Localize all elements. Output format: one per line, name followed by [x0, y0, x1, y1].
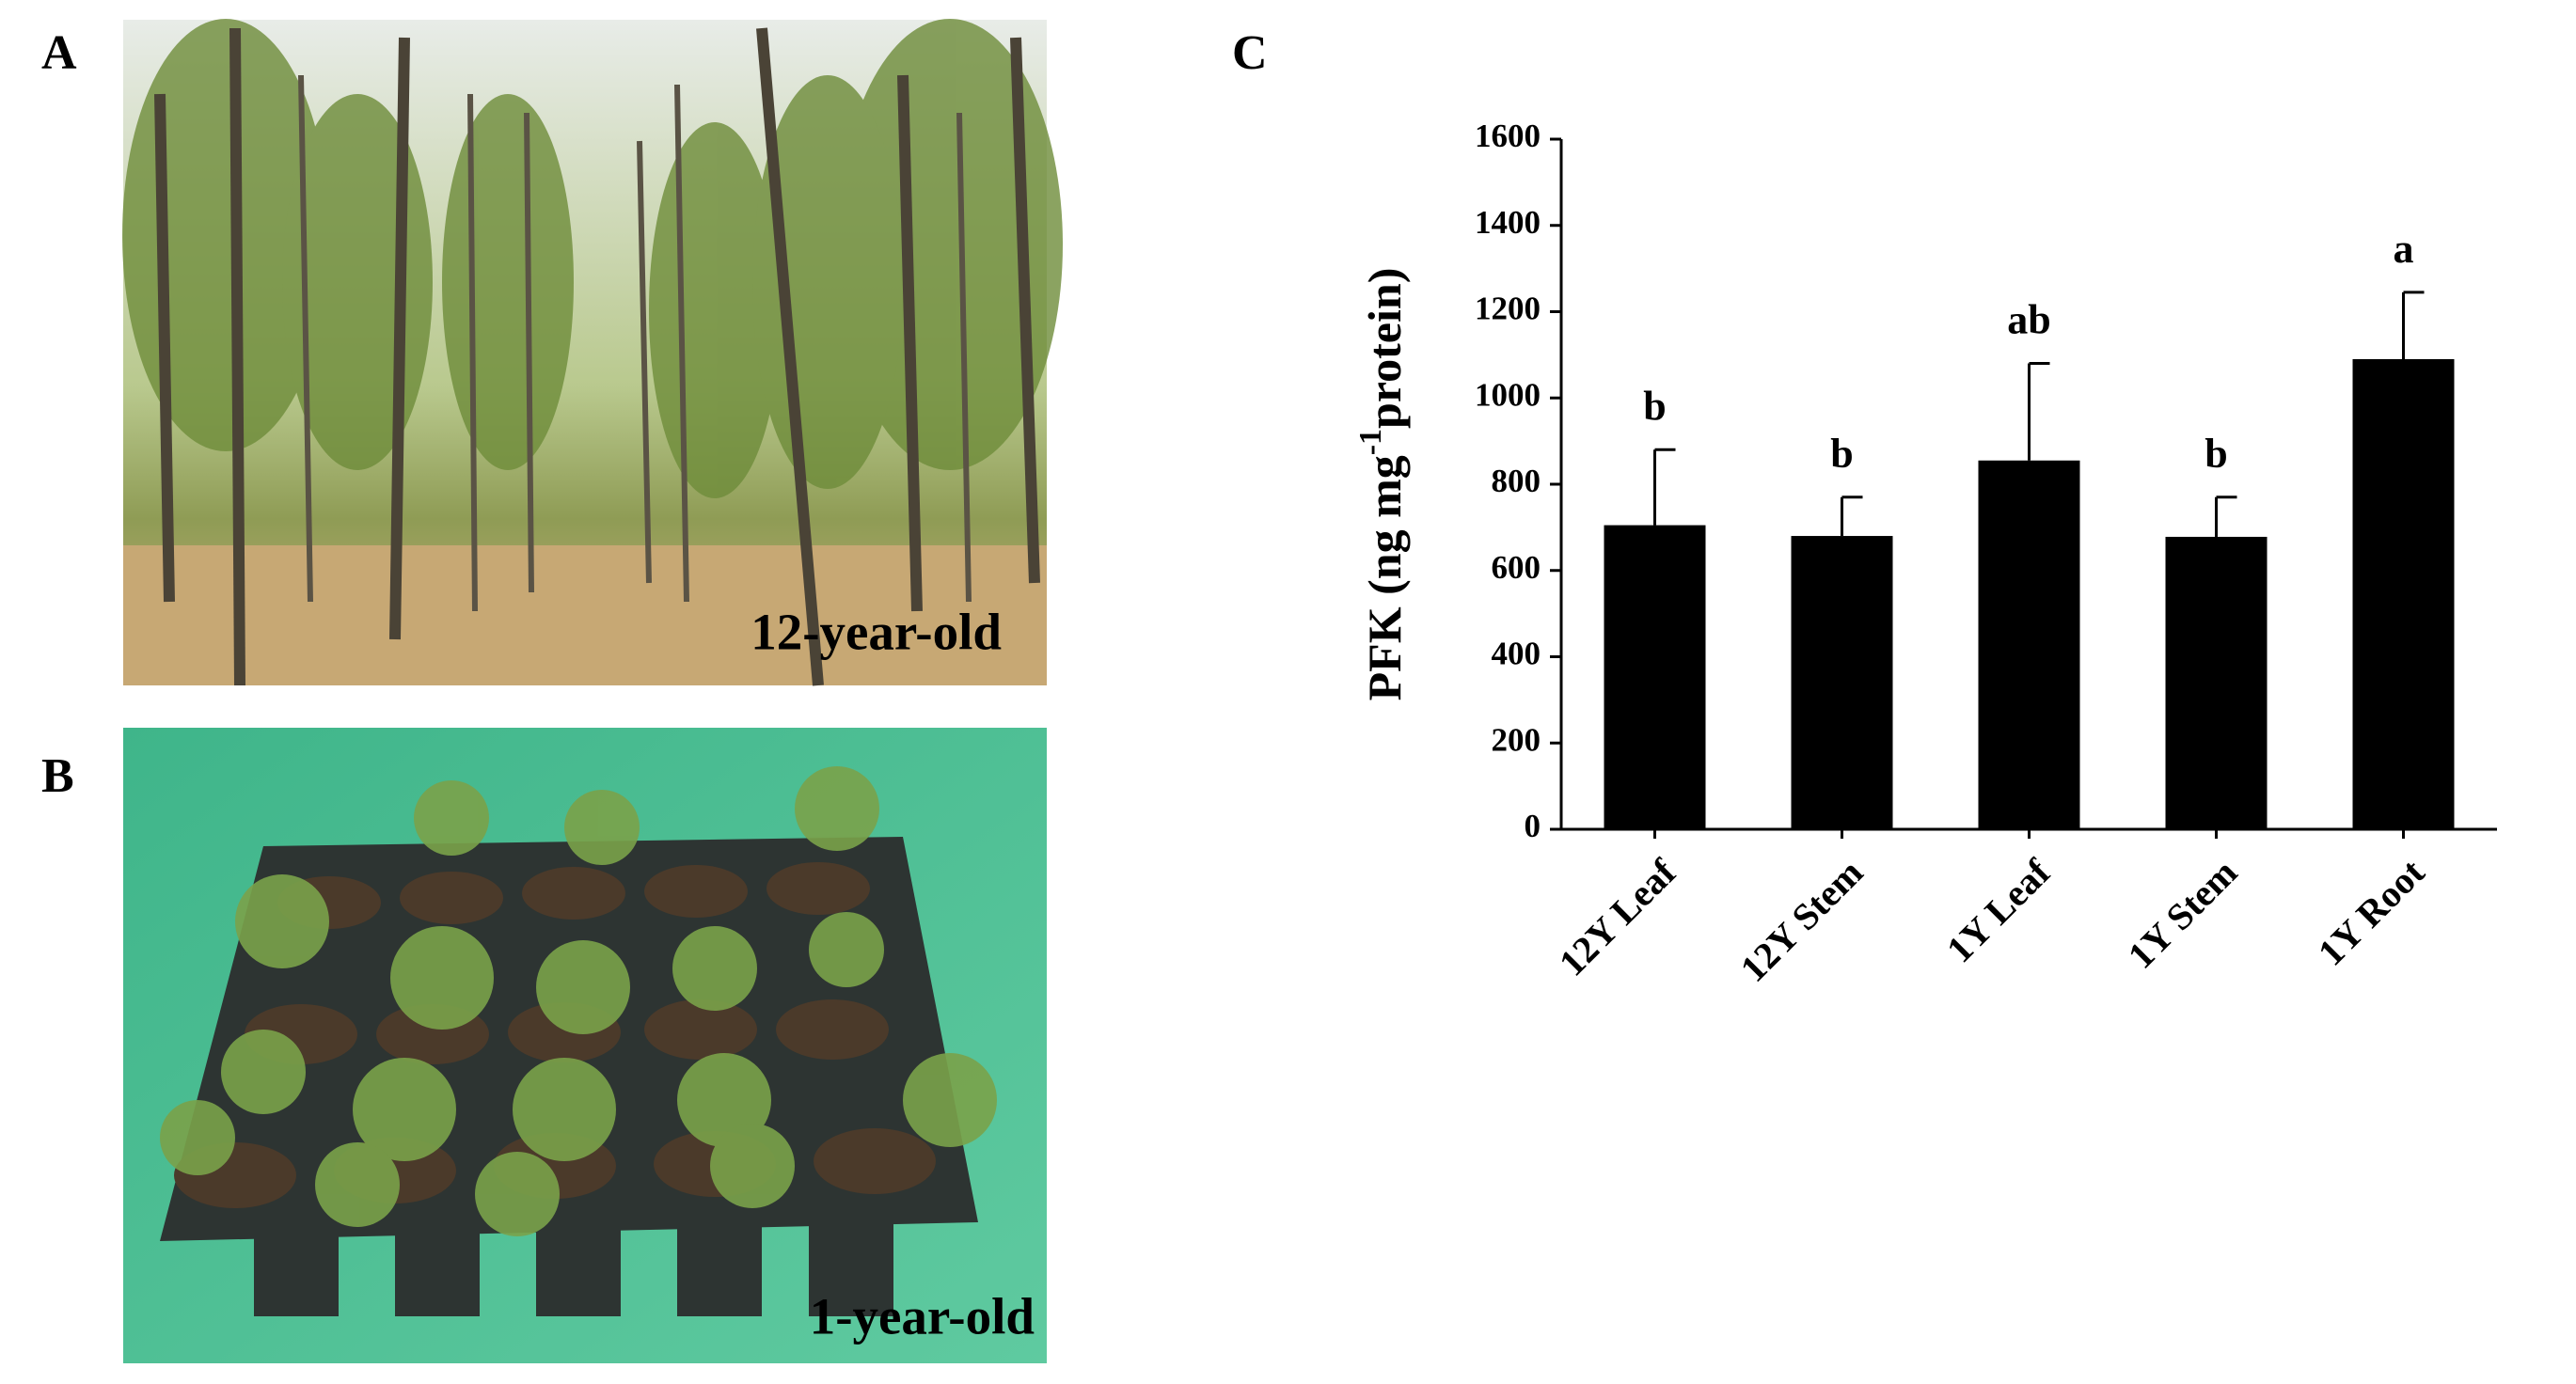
panel-label: B: [41, 749, 74, 803]
photo-forest: [122, 19, 1063, 686]
y-tick-label: 200: [1492, 721, 1541, 758]
x-tick-label: 12Y Leaf: [1551, 851, 1684, 984]
y-tick-label: 0: [1525, 808, 1541, 844]
panel-label: A: [41, 26, 77, 80]
y-tick-label: 600: [1492, 549, 1541, 586]
y-tick-label: 1400: [1475, 204, 1541, 241]
significance-letter: b: [1830, 431, 1853, 477]
bar: [1978, 460, 2080, 829]
y-axis-label-part: -1: [1353, 429, 1388, 455]
bar: [2165, 536, 2268, 829]
bar: [1604, 525, 1706, 829]
y-axis-label: PFK (ng mg-1protein): [1353, 268, 1412, 701]
photo-caption: 12-year-old: [751, 604, 1002, 661]
y-tick-label: 800: [1492, 463, 1541, 499]
significance-letter: b: [1643, 383, 1666, 429]
x-tick-label: 1Y Stem: [2120, 851, 2246, 977]
y-axis-label-part: PFK (ng mg: [1358, 455, 1411, 700]
x-tick-label: 1Y Leaf: [1938, 851, 2059, 971]
photo-seedlings: [123, 728, 1047, 1363]
significance-letter: a: [2394, 226, 2414, 272]
bar: [2352, 358, 2455, 829]
x-tick-label: 1Y Root: [2310, 851, 2433, 974]
bar: [1791, 536, 1893, 829]
x-tick-label: 12Y Stem: [1732, 851, 1872, 990]
significance-letter: b: [2205, 431, 2227, 477]
y-axis-label-part: protein): [1358, 268, 1411, 429]
y-tick-label: 1000: [1475, 376, 1541, 413]
panel-label: C: [1232, 26, 1268, 80]
bar-chart: 0 200 400 600 800 1000 1200 1400 1600 PFK (ng mg-…: [1353, 118, 2497, 990]
significance-letter: ab: [2007, 297, 2050, 343]
y-tick-label: 1200: [1475, 291, 1541, 327]
y-tick-label: 1600: [1475, 118, 1541, 154]
y-tick-label: 400: [1492, 636, 1541, 672]
photo-caption: 1-year-old: [810, 1288, 1035, 1345]
